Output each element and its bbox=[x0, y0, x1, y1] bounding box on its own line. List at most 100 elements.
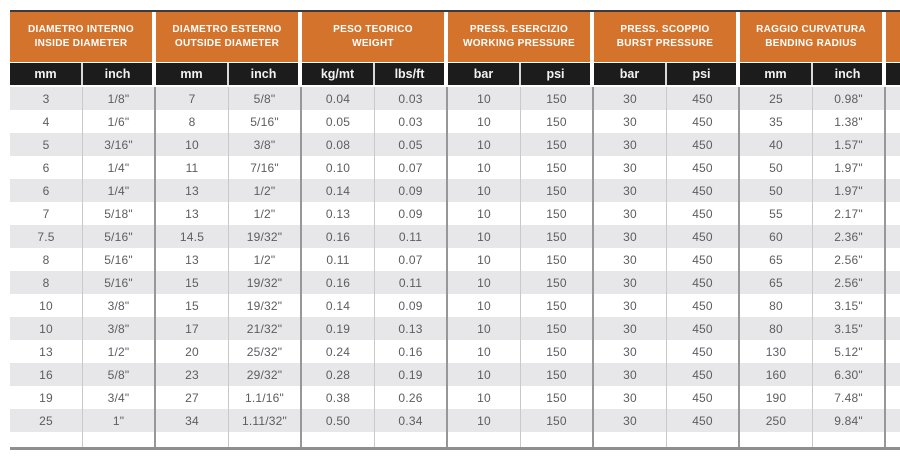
table-row: 8 5/16" 15 19/32" 0.16 0.11 10 150 30 450 65 2.56" bbox=[10, 271, 900, 294]
empty-cell bbox=[740, 432, 813, 447]
table-cell: 0.11 bbox=[375, 225, 448, 248]
table-cell: 60 bbox=[740, 225, 813, 248]
table-cell: 0.26 bbox=[375, 386, 448, 409]
table-row: 16 5/8" 23 29/32" 0.28 0.19 10 150 30 450 160 6.30" bbox=[10, 363, 900, 386]
group-title-primary: PESO TEORICO bbox=[333, 23, 413, 35]
column-group-header: PESO TEORICO WEIGHT bbox=[302, 12, 448, 62]
table-cell: 0.19 bbox=[302, 317, 375, 340]
table-row: 10 3/8" 17 21/32" 0.19 0.13 10 150 30 450 80 3.15" bbox=[10, 317, 900, 340]
unit-header: inch bbox=[83, 63, 156, 85]
table-cell: 0.03 bbox=[375, 110, 448, 133]
empty-cell bbox=[83, 432, 156, 447]
table-cell: 0.50 bbox=[302, 409, 375, 432]
table-cell: 450 bbox=[667, 133, 740, 156]
table-cell: 30 bbox=[594, 87, 667, 110]
row-sliver bbox=[886, 110, 900, 133]
table-cell: 8 bbox=[10, 271, 83, 294]
table-top-border bbox=[10, 10, 900, 12]
table-cell: 450 bbox=[667, 340, 740, 363]
table-cell: 3/16" bbox=[83, 133, 156, 156]
header-sliver bbox=[886, 12, 900, 62]
table-cell: 5 bbox=[10, 133, 83, 156]
table-cell: 7 bbox=[156, 87, 229, 110]
unit-header: bar bbox=[594, 63, 667, 85]
row-sliver bbox=[886, 409, 900, 432]
row-sliver bbox=[886, 271, 900, 294]
group-title-secondary: BENDING RADIUS bbox=[765, 38, 857, 49]
table-cell: 10 bbox=[448, 156, 521, 179]
table-cell: 1/4" bbox=[83, 156, 156, 179]
table-cell: 19/32" bbox=[229, 271, 302, 294]
table-cell: 450 bbox=[667, 156, 740, 179]
table-cell: 6.30" bbox=[813, 363, 886, 386]
table-row: 19 3/4" 27 1.1/16" 0.38 0.26 10 150 30 450 190 7.48… bbox=[10, 386, 900, 409]
row-sliver bbox=[886, 340, 900, 363]
table-cell: 25/32" bbox=[229, 340, 302, 363]
table-cell: 5/18" bbox=[83, 202, 156, 225]
table-cell: 10 bbox=[156, 133, 229, 156]
table-cell: 10 bbox=[448, 271, 521, 294]
table-cell: 450 bbox=[667, 294, 740, 317]
group-title-primary: DIAMETRO ESTERNO bbox=[172, 23, 282, 35]
table-cell: 30 bbox=[594, 409, 667, 432]
empty-cell bbox=[521, 432, 594, 447]
unit-header: inch bbox=[229, 63, 302, 85]
table-cell: 13 bbox=[156, 202, 229, 225]
table-body: 3 1/8" 7 5/8" 0.04 0.03 10 150 30 450 25 0.98" 4 1/6"… bbox=[10, 87, 900, 447]
table-row: 10 3/8" 15 19/32" 0.14 0.09 10 150 30 450 80 3.15" bbox=[10, 294, 900, 317]
column-group-header: PRESS. SCOPPIO BURST PRESSURE bbox=[594, 12, 740, 62]
units-row: mm inch mm inch kg/mt lbs/ft bar psi bar psi mm inc… bbox=[10, 63, 900, 85]
table-cell: 30 bbox=[594, 340, 667, 363]
group-title-primary: RAGGIO CURVATURA bbox=[756, 23, 866, 35]
table-cell: 10 bbox=[448, 133, 521, 156]
table-cell: 0.16 bbox=[375, 340, 448, 363]
table-cell: 0.05 bbox=[375, 133, 448, 156]
table-cell: 450 bbox=[667, 317, 740, 340]
table-cell: 150 bbox=[521, 363, 594, 386]
table-cell: 250 bbox=[740, 409, 813, 432]
table-cell: 29/32" bbox=[229, 363, 302, 386]
table-cell: 150 bbox=[521, 87, 594, 110]
group-title-secondary: OUTSIDE DIAMETER bbox=[174, 38, 280, 49]
table-cell: 9.84" bbox=[813, 409, 886, 432]
table-cell: 2.36" bbox=[813, 225, 886, 248]
table-row: 13 1/2" 20 25/32" 0.24 0.16 10 150 30 450 130 5.12" bbox=[10, 340, 900, 363]
column-group-header: DIAMETRO ESTERNO OUTSIDE DIAMETER bbox=[156, 12, 302, 62]
table-cell: 6 bbox=[10, 156, 83, 179]
table-cell: 1.11/32" bbox=[229, 409, 302, 432]
table-cell: 35 bbox=[740, 110, 813, 133]
table-cell: 3.15" bbox=[813, 294, 886, 317]
table-cell: 450 bbox=[667, 110, 740, 133]
table-cell: 10 bbox=[448, 87, 521, 110]
table-cell: 30 bbox=[594, 156, 667, 179]
table-cell: 14.5 bbox=[156, 225, 229, 248]
table-cell: 150 bbox=[521, 225, 594, 248]
table-cell: 0.38 bbox=[302, 386, 375, 409]
table-cell: 150 bbox=[521, 340, 594, 363]
table-cell: 30 bbox=[594, 110, 667, 133]
table-cell: 160 bbox=[740, 363, 813, 386]
table-cell: 1/8" bbox=[83, 87, 156, 110]
table-cell: 19 bbox=[10, 386, 83, 409]
unit-header: inch bbox=[813, 63, 886, 85]
table-cell: 7.5 bbox=[10, 225, 83, 248]
table-cell: 10 bbox=[448, 340, 521, 363]
table-cell: 80 bbox=[740, 294, 813, 317]
header-row: DIAMETRO INTERNO INSIDE DIAMETER DIAMETRO … bbox=[10, 12, 900, 62]
empty-cell bbox=[302, 432, 375, 447]
table-cell: 10 bbox=[448, 363, 521, 386]
table-cell: 150 bbox=[521, 179, 594, 202]
table-cell: 17 bbox=[156, 317, 229, 340]
table-cell: 11 bbox=[156, 156, 229, 179]
table-cell: 450 bbox=[667, 386, 740, 409]
table-cell: 0.08 bbox=[302, 133, 375, 156]
row-sliver bbox=[886, 363, 900, 386]
table-cell: 25 bbox=[740, 87, 813, 110]
row-sliver bbox=[886, 225, 900, 248]
table-cell: 13 bbox=[156, 248, 229, 271]
table-cell: 0.11 bbox=[375, 271, 448, 294]
table-cell: 150 bbox=[521, 386, 594, 409]
table-row: 8 5/16" 13 1/2" 0.11 0.07 10 150 30 450 65 2.56" bbox=[10, 248, 900, 271]
table-cell: 65 bbox=[740, 271, 813, 294]
table-bottom-border bbox=[10, 447, 900, 450]
